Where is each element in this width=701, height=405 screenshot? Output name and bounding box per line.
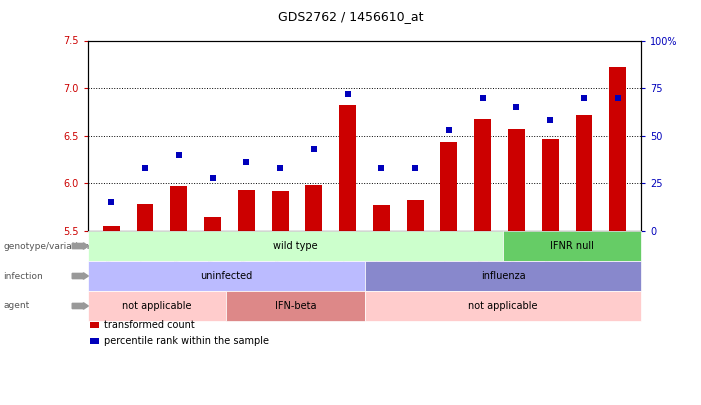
Text: influenza: influenza [481, 271, 525, 281]
Point [511, 104, 522, 111]
Point [139, 165, 151, 171]
Text: IFNR null: IFNR null [550, 241, 594, 251]
Text: agent: agent [4, 301, 29, 311]
Bar [508, 129, 525, 231]
Text: transformed count: transformed count [104, 320, 195, 330]
Point [342, 91, 353, 97]
Text: not applicable: not applicable [122, 301, 191, 311]
Bar [542, 139, 559, 231]
Text: GDS2762 / 1456610_at: GDS2762 / 1456610_at [278, 10, 423, 23]
Bar [204, 217, 221, 231]
Bar [440, 142, 457, 231]
Bar [339, 105, 356, 231]
Bar [475, 119, 491, 231]
Point [308, 146, 320, 152]
Point [578, 94, 590, 101]
Point [106, 199, 117, 206]
Bar [373, 205, 390, 231]
Text: genotype/variation: genotype/variation [4, 241, 90, 251]
Bar [103, 226, 120, 231]
Point [376, 165, 387, 171]
Bar [407, 200, 423, 231]
Bar [609, 67, 626, 231]
Point [173, 151, 184, 158]
Bar [576, 115, 592, 231]
Text: wild type: wild type [273, 241, 318, 251]
Point [409, 165, 421, 171]
Bar [170, 186, 187, 231]
Text: not applicable: not applicable [468, 301, 538, 311]
Point [545, 117, 556, 124]
Point [275, 165, 286, 171]
Bar [238, 190, 254, 231]
Text: percentile rank within the sample: percentile rank within the sample [104, 336, 269, 346]
Bar [137, 204, 154, 231]
Point [477, 94, 489, 101]
Point [207, 174, 218, 181]
Point [443, 127, 454, 133]
Bar [272, 191, 289, 231]
Text: infection: infection [4, 271, 43, 281]
Text: IFN-beta: IFN-beta [275, 301, 316, 311]
Point [612, 94, 623, 101]
Point [240, 159, 252, 166]
Bar [306, 185, 322, 231]
Text: uninfected: uninfected [200, 271, 252, 281]
